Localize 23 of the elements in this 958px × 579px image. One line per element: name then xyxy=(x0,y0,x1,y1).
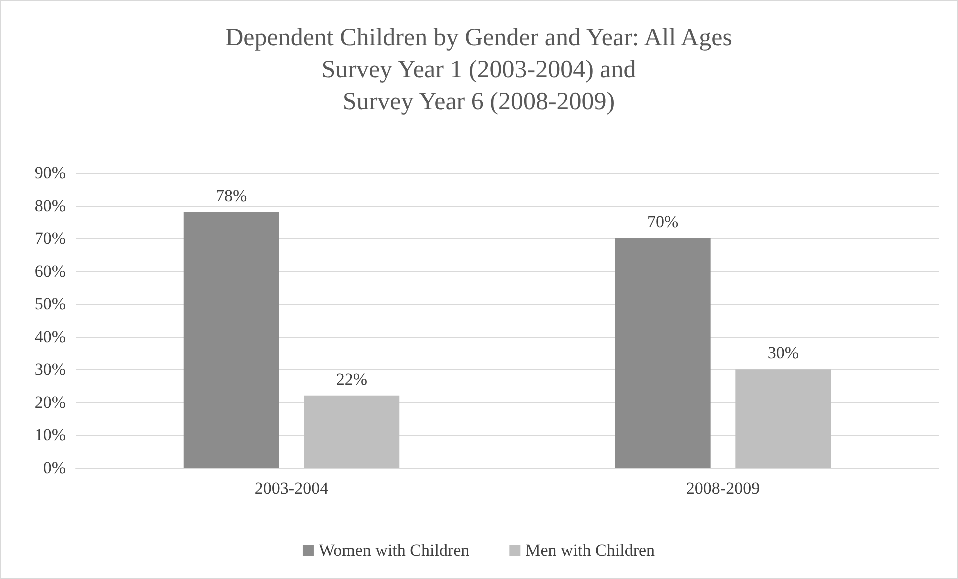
data-label: 78% xyxy=(216,186,248,206)
y-tick-label: 40% xyxy=(34,327,66,346)
y-tick-label: 30% xyxy=(34,360,66,380)
bar xyxy=(615,238,711,468)
bar xyxy=(736,370,832,468)
x-tick-label: 2008-2009 xyxy=(686,479,760,498)
y-tick-label: 10% xyxy=(34,426,66,445)
data-label: 22% xyxy=(336,370,368,389)
y-tick-label: 20% xyxy=(34,392,66,412)
y-tick-label: 80% xyxy=(34,196,66,216)
bar xyxy=(304,396,400,468)
y-tick-label: 0% xyxy=(43,458,66,478)
bar xyxy=(184,212,280,468)
y-tick-label: 90% xyxy=(34,164,66,182)
y-tick-label: 50% xyxy=(34,294,66,314)
legend-label: Men with Children xyxy=(526,541,656,560)
x-tick-label: 2003-2004 xyxy=(254,479,330,498)
chart-title: Dependent Children by Gender and Year: All Ages Survey Year 1 (2003-2004) and Survey Year 6 (2008-2009) xyxy=(226,24,732,116)
y-tick-label: 60% xyxy=(34,262,66,281)
data-label: 70% xyxy=(648,212,679,232)
y-tick-label: 70% xyxy=(34,229,66,248)
legend-label: Women with Children xyxy=(318,541,470,560)
data-label: 30% xyxy=(768,344,799,363)
